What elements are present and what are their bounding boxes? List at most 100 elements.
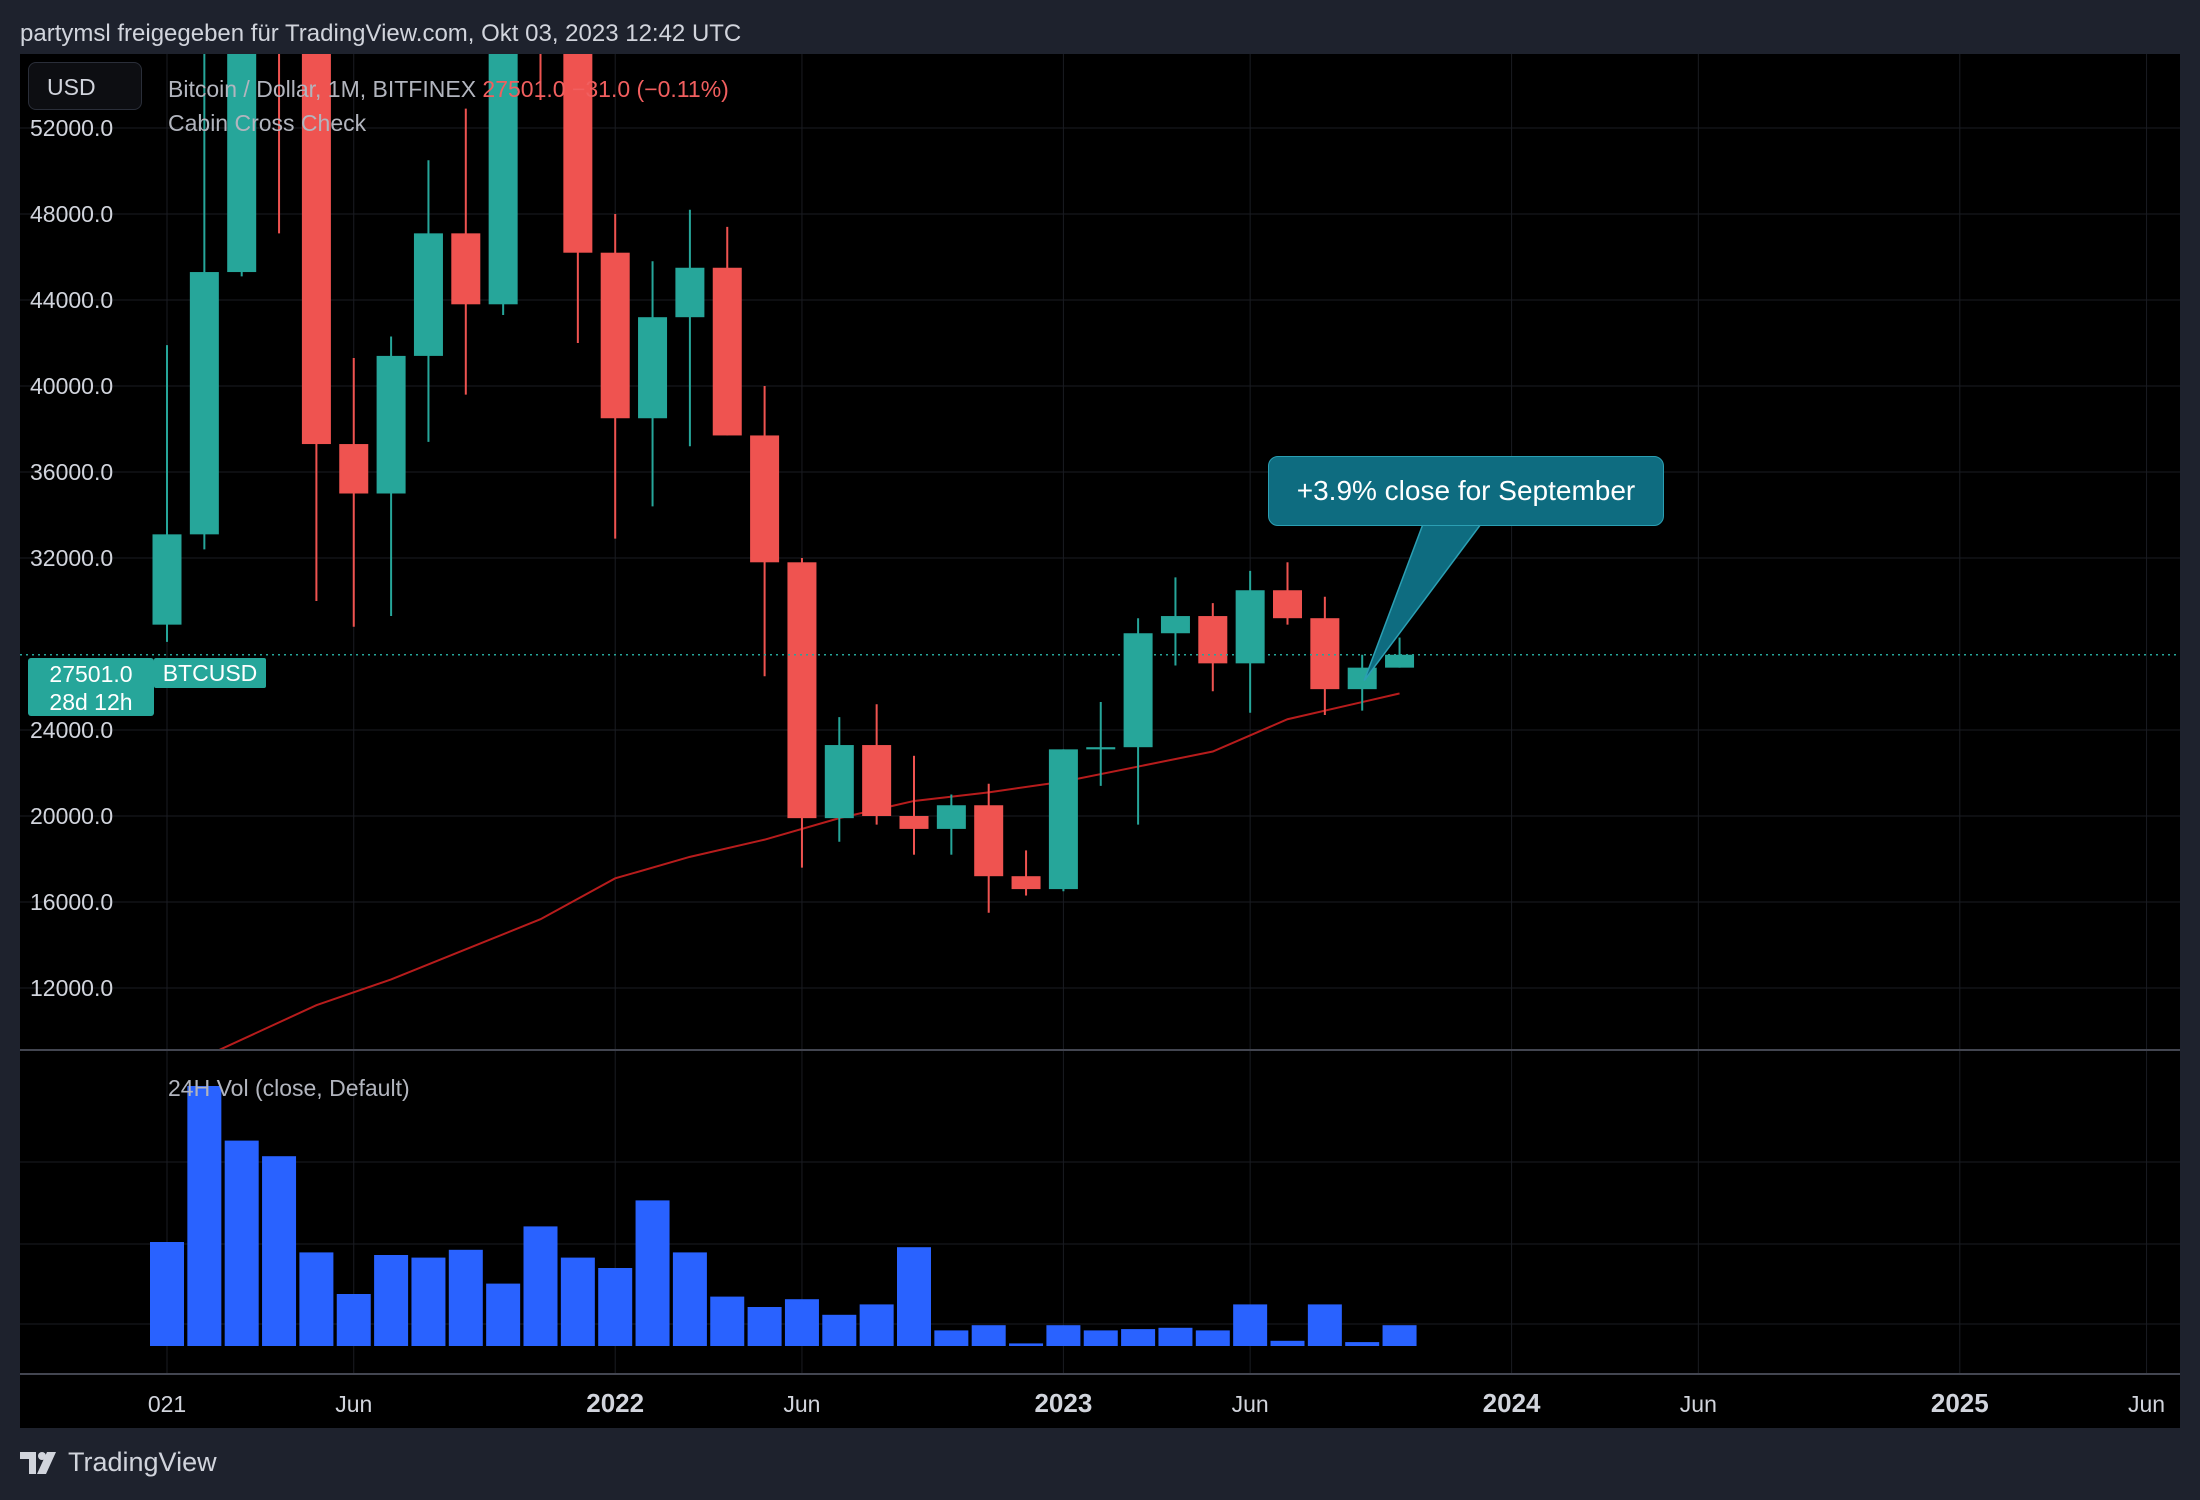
- candle: [152, 345, 182, 642]
- candle-body: [638, 317, 668, 419]
- candle-body: [824, 745, 854, 819]
- candle: [1310, 596, 1340, 715]
- candle: [675, 209, 705, 447]
- candle-body: [1123, 633, 1153, 748]
- candle: [1086, 702, 1116, 786]
- candle-body: [451, 233, 481, 305]
- y-tick-label: 52000.0: [30, 115, 113, 141]
- y-tick-label: 24000.0: [30, 717, 113, 743]
- candle-body: [1385, 654, 1415, 668]
- y-tick-label: 20000.0: [30, 803, 113, 829]
- candle: [1273, 562, 1302, 625]
- volume-bar: [1158, 1327, 1193, 1346]
- chart-decor: [20, 523, 2180, 1375]
- chart-area[interactable]: 12000.0 16000.0 20000.0 24000.0 32000.0 36000…: [20, 54, 2180, 1428]
- candle: [189, 54, 219, 550]
- candle: [824, 717, 854, 842]
- candle: [451, 108, 481, 395]
- candle: [301, 54, 331, 601]
- candle-body: [1310, 618, 1340, 690]
- candle: [862, 704, 892, 825]
- bar-countdown: 28d 12h: [49, 689, 133, 715]
- indicator-legend[interactable]: Cabin Cross Check: [168, 110, 367, 136]
- candle-body: [862, 745, 892, 816]
- volume-bar: [448, 1249, 483, 1346]
- candle-body: [1086, 747, 1116, 750]
- volume-bar: [672, 1252, 707, 1346]
- candle: [787, 558, 817, 868]
- volume-bar: [523, 1226, 558, 1346]
- volume-bar: [187, 1086, 222, 1346]
- currency-button[interactable]: USD: [28, 62, 142, 110]
- volume-bar: [784, 1299, 819, 1346]
- candle: [638, 261, 668, 507]
- candle: [1048, 749, 1078, 892]
- candle-body: [787, 562, 817, 819]
- volume-bar: [150, 1242, 184, 1346]
- symbol-legend: Bitcoin / Dollar, 1M, BITFINEX 27501.0 −…: [168, 76, 729, 103]
- volume-bar: [1307, 1304, 1342, 1346]
- volume-bar: [262, 1156, 297, 1346]
- x-tick-label: Jun: [335, 1391, 372, 1417]
- annotation-callout[interactable]: +3.9% close for September: [1268, 456, 1664, 526]
- volume-bar: [224, 1140, 259, 1346]
- candle: [227, 54, 257, 277]
- y-tick-label: 48000.0: [30, 201, 113, 227]
- tradingview-logo-icon: [20, 1451, 56, 1474]
- x-tick-label: 2022: [586, 1388, 644, 1418]
- candle: [1011, 850, 1041, 896]
- candle-body: [675, 267, 705, 318]
- candle-body: [227, 54, 257, 273]
- y-tick-label: 36000.0: [30, 459, 113, 485]
- volume-bar: [897, 1247, 931, 1346]
- candle: [974, 783, 1004, 913]
- callout-pointer: [1363, 523, 1483, 681]
- x-tick-label: 2023: [1034, 1388, 1092, 1418]
- candle: [899, 755, 929, 855]
- x-tick-label: 2024: [1483, 1388, 1541, 1418]
- symbol-tag: BTCUSD: [154, 658, 266, 688]
- candle-body: [1273, 590, 1302, 619]
- candle-body: [413, 233, 443, 356]
- volume-bar: [822, 1314, 857, 1346]
- candle-body: [936, 805, 966, 829]
- candle: [712, 226, 742, 436]
- x-tick-label: 2025: [1931, 1388, 1989, 1418]
- volume-bar: [1009, 1343, 1044, 1346]
- candle: [750, 386, 780, 677]
- y-tick-label: 44000.0: [30, 287, 113, 313]
- candle-body: [899, 816, 929, 829]
- candle-body: [974, 805, 1004, 877]
- x-tick-label: Jun: [783, 1391, 820, 1417]
- volume-bar: [934, 1330, 969, 1346]
- candle: [1123, 618, 1153, 825]
- candle: [413, 160, 443, 442]
- time-axis: 021 Jun 2022 Jun 2023 Jun 2024 Jun 2025 Jun: [148, 1388, 2165, 1418]
- candle-body: [750, 435, 780, 563]
- price-axis: 12000.0 16000.0 20000.0 24000.0 32000.0 36000…: [30, 115, 113, 1001]
- candle: [1235, 570, 1265, 713]
- candle-body: [339, 444, 369, 494]
- candle-body: [488, 54, 518, 305]
- candle: [376, 336, 406, 617]
- volume-bar: [560, 1257, 595, 1346]
- candle: [563, 54, 593, 343]
- candle-layer: [152, 54, 1415, 913]
- candle: [1160, 577, 1190, 666]
- volume-bar: [1083, 1330, 1118, 1346]
- y-tick-label: 40000.0: [30, 373, 113, 399]
- volume-bar: [1046, 1325, 1081, 1346]
- candle-body: [563, 54, 593, 253]
- share-header: partymsl freigegeben für TradingView.com…: [20, 20, 742, 47]
- volume-legend[interactable]: 24H Vol (close, Default): [168, 1075, 410, 1101]
- x-tick-label: Jun: [2128, 1391, 2165, 1417]
- volume-bar: [1382, 1325, 1417, 1346]
- candle-body: [1198, 616, 1228, 664]
- chart-svg[interactable]: 12000.0 16000.0 20000.0 24000.0 32000.0 36000…: [20, 54, 2180, 1428]
- last-price: 27501.0: [49, 661, 133, 687]
- x-tick-label: Jun: [1232, 1391, 1269, 1417]
- y-tick-label: 16000.0: [30, 889, 113, 915]
- legend-price: 27501.0: [482, 76, 566, 102]
- candle: [1385, 637, 1415, 668]
- candle: [600, 214, 630, 539]
